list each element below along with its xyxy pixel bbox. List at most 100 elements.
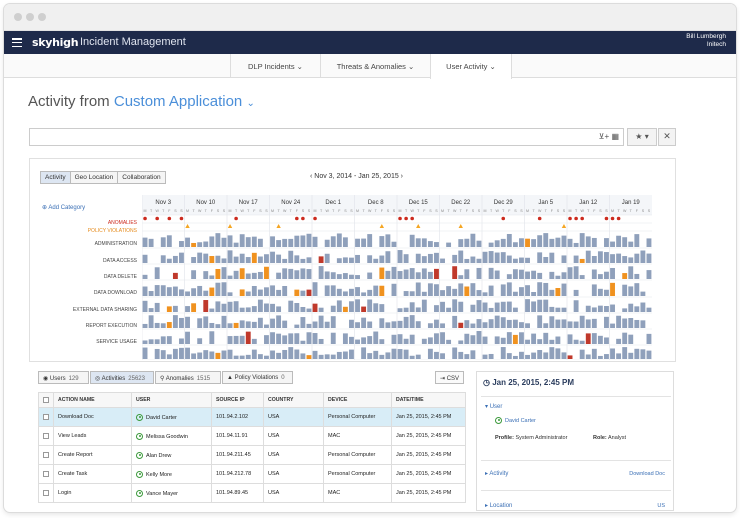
country-cell: USA [263, 464, 324, 484]
tab-user-activity[interactable]: User Activity ⌄ [430, 54, 512, 79]
tab-activities[interactable]: ◎ Activities 25623 [90, 371, 154, 384]
activity-bar [288, 238, 294, 247]
row-select-cell[interactable] [38, 445, 54, 465]
activity-bar [227, 292, 233, 296]
activity-bar [585, 333, 591, 344]
user-cell[interactable]: Vance Mayer [131, 483, 212, 503]
user-cell[interactable]: Alan Drew [131, 445, 212, 465]
user-cell[interactable]: Melissa Goodwin [131, 426, 212, 446]
row-select-cell[interactable] [38, 464, 54, 484]
activity-section-toggle[interactable]: ▸ Activity [485, 470, 508, 477]
location-section-toggle[interactable]: ▸ Location [485, 502, 512, 509]
activity-bar [330, 305, 336, 312]
checkbox[interactable] [43, 396, 49, 403]
tab-anomalies[interactable]: ⚲ Anomalies 1515 [155, 371, 221, 384]
activity-bar [282, 285, 288, 296]
activity-bar [494, 240, 500, 247]
activity-bar [543, 352, 549, 359]
tab-users[interactable]: ◉ Users 129 [38, 371, 89, 384]
table-row[interactable]: View Leads Melissa Goodwin 101.94.11.91 … [38, 426, 466, 446]
column-header[interactable]: COUNTRY [263, 392, 324, 408]
user-cell[interactable]: Kelly More [131, 464, 212, 484]
activity-bar [233, 256, 239, 263]
tab-policy-violations[interactable]: ▲ Policy Violations 0 [222, 371, 293, 384]
user-menu[interactable]: Bill Lumbergh Initech [686, 33, 726, 49]
tab-geo-location[interactable]: Geo Location [69, 171, 119, 184]
tab-dlp-incidents[interactable]: DLP Incidents ⌄ [230, 54, 320, 78]
row-select-cell[interactable] [38, 483, 54, 503]
activity-bar [361, 337, 367, 344]
activity-bar [464, 354, 470, 359]
activity-bar [300, 268, 306, 279]
select-all-cell[interactable] [38, 392, 54, 408]
activity-bar [179, 338, 184, 344]
activity-bar [294, 303, 300, 312]
activity-bar [561, 307, 567, 312]
filter-add-icon[interactable]: ⊻+ [598, 132, 610, 141]
day-letter: T [630, 209, 633, 213]
checkbox[interactable] [43, 451, 49, 458]
column-header[interactable]: USER [131, 392, 212, 408]
calendar-icon[interactable]: ▦ [611, 132, 619, 141]
activity-bar [476, 319, 482, 328]
menu-icon[interactable] [12, 38, 22, 48]
checkbox[interactable] [43, 470, 49, 477]
favorites-button[interactable]: ★ ▾ [627, 128, 657, 146]
export-csv-button[interactable]: ⇥ CSV [435, 371, 465, 384]
activity-bar [233, 335, 239, 344]
day-letter: W [453, 209, 457, 213]
activity-bar [251, 272, 257, 279]
column-header[interactable]: ACTION NAME [53, 392, 132, 408]
activity-bar [349, 288, 354, 296]
source-selector[interactable]: Custom Application ⌄ [114, 93, 255, 110]
user-icon: ◉ [43, 376, 49, 382]
filter-input[interactable]: ⊻+ ▦ [29, 128, 624, 146]
activity-bar [264, 287, 269, 296]
tab-activity[interactable]: Activity [40, 171, 71, 184]
result-tabs: ◉ Users 129 ◎ Activities 25623 ⚲ Anomalies… [38, 371, 466, 385]
week-label: Dec 29 [494, 200, 514, 206]
activity-bar [166, 258, 172, 263]
activity-bar [579, 349, 585, 359]
table-row[interactable]: Create Report Alan Drew 101.94.211.45 US… [38, 445, 466, 465]
row-select-cell[interactable] [38, 426, 54, 446]
tools-button[interactable]: ✕ [658, 128, 676, 146]
user-cell[interactable]: David Carter [131, 407, 212, 427]
window-dot-icon[interactable] [26, 13, 34, 21]
tab-threats-anomalies[interactable]: Threats & Anomalies ⌄ [320, 54, 430, 78]
column-header[interactable]: DEVICE [323, 392, 392, 408]
detail-activity-value[interactable]: Download Doc [629, 471, 665, 477]
activity-bar [257, 289, 263, 296]
page-title: Activity from Custom Application ⌄ [28, 93, 255, 110]
day-letter: S [563, 209, 566, 213]
checkbox[interactable] [43, 489, 49, 496]
tab-collaboration[interactable]: Collaboration [117, 171, 166, 184]
anomaly-marker [574, 216, 578, 221]
checkbox[interactable] [43, 413, 49, 420]
column-header[interactable]: SOURCE IP [211, 392, 264, 408]
activity-bar [519, 332, 524, 344]
column-header[interactable]: DATE/TIME [391, 392, 466, 408]
checkbox[interactable] [43, 432, 49, 439]
anomaly-marker [501, 216, 506, 221]
detail-user[interactable]: David Carter [495, 417, 536, 424]
activity-bar [525, 323, 530, 328]
window-dot-icon[interactable] [38, 13, 46, 21]
anomaly-marker [616, 216, 621, 221]
window-dot-icon[interactable] [14, 13, 22, 21]
add-category-button[interactable]: ⊕ Add Category [42, 204, 85, 211]
category-label: ADMINISTRATION [94, 241, 137, 247]
activity-bar [270, 236, 275, 247]
week-label: Dec 1 [325, 200, 341, 206]
table-row[interactable]: Create Task Kelly More 101.94.212.78 USA… [38, 464, 466, 484]
user-section-toggle[interactable]: ▾ User [485, 403, 502, 410]
activity-bar [251, 285, 257, 296]
table-row[interactable]: Download Doc David Carter 101.94.2.102 U… [38, 407, 466, 427]
anomaly-marker [404, 216, 408, 221]
activity-bar [446, 339, 452, 344]
date-range[interactable]: ‹ Nov 3, 2014 - Jan 25, 2015 › [310, 173, 403, 180]
anomaly-marker [143, 216, 147, 221]
row-select-cell[interactable] [38, 407, 54, 427]
day-letter: F [381, 209, 384, 213]
table-row[interactable]: Login Vance Mayer 101.94.89.45 USA MAC J… [38, 483, 466, 503]
